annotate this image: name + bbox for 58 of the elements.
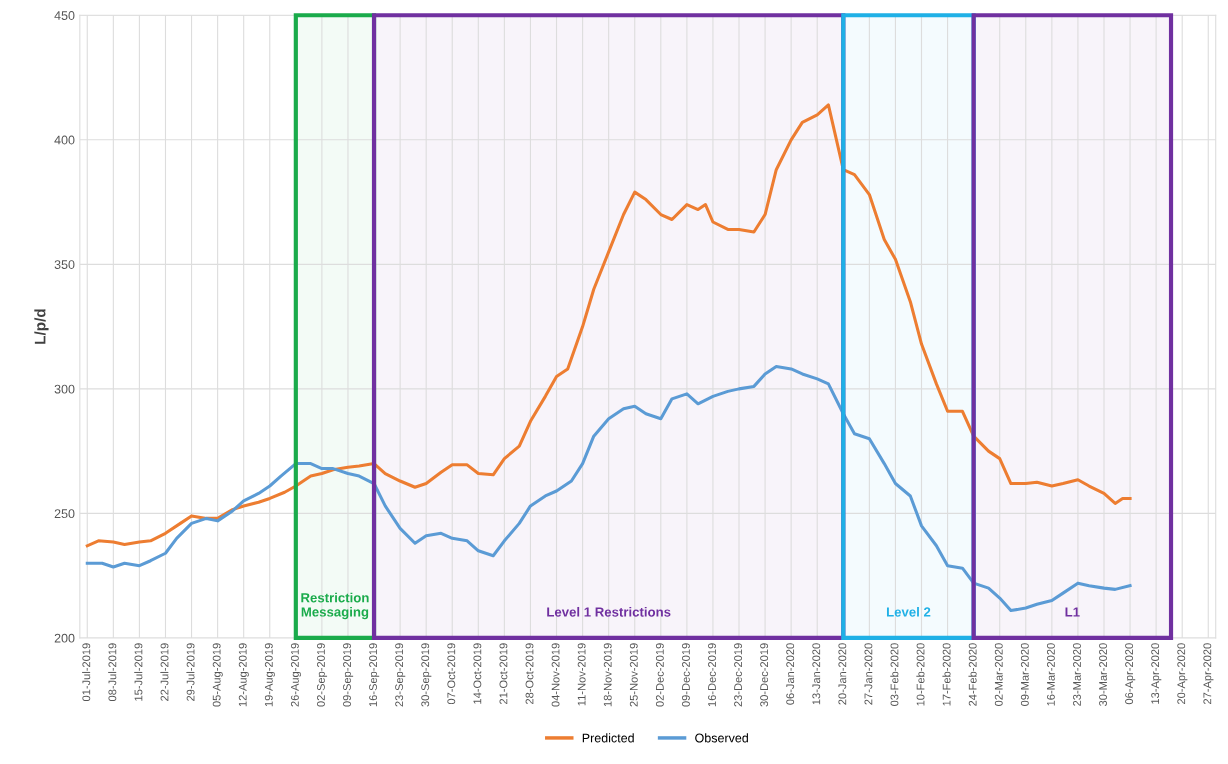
x-tick-label: 20-Jan-2020 xyxy=(838,643,847,705)
x-tick-label: 07-Oct-2019 xyxy=(447,643,456,705)
x-tick-label: 06-Jan-2020 xyxy=(786,643,795,705)
legend-label: Predicted xyxy=(582,733,634,743)
y-axis-title: L/p/d xyxy=(34,309,49,344)
x-tick-label: 17-Feb-2020 xyxy=(942,643,951,706)
y-tick-label: 300 xyxy=(54,384,75,394)
x-tick-label: 02-Mar-2020 xyxy=(994,643,1003,706)
band-label: Restriction Messaging xyxy=(301,592,369,620)
x-tick-label: 20-Apr-2020 xyxy=(1177,643,1188,704)
x-tick-label: 19-Aug-2019 xyxy=(264,643,275,707)
x-tick-label: 28-Oct-2019 xyxy=(525,643,534,704)
line-series xyxy=(85,103,1132,548)
x-tick-label: 16-Mar-2020 xyxy=(1046,643,1055,706)
x-tick-label: 02-Sep-2019 xyxy=(317,643,328,707)
x-tick-label: 30-Mar-2020 xyxy=(1099,643,1107,706)
x-tick-label: 08-Jul-2019 xyxy=(108,643,117,702)
x-tick-label: 09-Mar-2020 xyxy=(1020,643,1029,706)
y-tick-label: 200 xyxy=(54,633,75,643)
x-tick-label: 13-Jan-2020 xyxy=(812,643,821,705)
x-tick-label: 30-Dec-2019 xyxy=(760,643,769,707)
x-tick-label: 24-Feb-2020 xyxy=(968,643,977,706)
x-tick-label: 09-Sep-2019 xyxy=(343,643,354,707)
y-tick-label: 250 xyxy=(54,509,75,519)
y-tick-label: 450 xyxy=(54,11,75,20)
x-tick-label: 23-Sep-2019 xyxy=(395,643,406,707)
x-tick-label: 18-Nov-2019 xyxy=(603,643,612,707)
band-label: Level 2 xyxy=(886,606,931,617)
x-tick-label: 05-Aug-2019 xyxy=(212,643,223,707)
x-tick-label: 06-Apr-2020 xyxy=(1125,643,1136,705)
x-tick-label: 16-Dec-2019 xyxy=(708,643,716,707)
x-tick-label: 12-Aug-2019 xyxy=(238,643,249,707)
x-tick-label: 29-Jul-2019 xyxy=(186,643,195,701)
y-tick-label: 400 xyxy=(54,135,75,145)
x-tick-label: 27-Apr-2020 xyxy=(1203,643,1214,704)
x-tick-label: 27-Jan-2020 xyxy=(864,643,873,705)
x-tick-label: 16-Sep-2019 xyxy=(369,643,380,707)
x-tick-label: 04-Nov-2019 xyxy=(551,643,560,707)
x-tick-label: 26-Aug-2019 xyxy=(290,643,302,707)
x-tick-label: 13-Apr-2020 xyxy=(1151,643,1162,704)
y-tick-label: 350 xyxy=(54,260,75,269)
x-tick-label: 09-Dec-2019 xyxy=(681,643,690,707)
x-tick-label: 03-Feb-2020 xyxy=(890,643,899,706)
x-tick-label: 15-Jul-2019 xyxy=(134,643,143,701)
legend-label: Observed xyxy=(695,733,748,743)
band-label: Level 1 Restrictions xyxy=(547,606,671,617)
x-tick-label: 22-Jul-2019 xyxy=(160,643,169,701)
x-tick-label: 01-Jul-2019 xyxy=(82,643,91,702)
band-label: L1 xyxy=(1065,607,1080,617)
x-tick-label: 25-Nov-2019 xyxy=(629,643,638,707)
x-tick-label: 30-Sep-2019 xyxy=(421,643,432,707)
x-tick-label: 10-Feb-2020 xyxy=(916,643,925,706)
x-tick-label: 11-Nov-2019 xyxy=(577,643,586,706)
x-tick-label: 21-Oct-2019 xyxy=(499,643,508,704)
x-tick-label: 02-Dec-2019 xyxy=(655,643,664,707)
x-tick-label: 23-Mar-2020 xyxy=(1073,643,1081,706)
x-tick-label: 23-Dec-2019 xyxy=(734,643,742,707)
x-tick-label: 14-Oct-2019 xyxy=(473,643,482,704)
